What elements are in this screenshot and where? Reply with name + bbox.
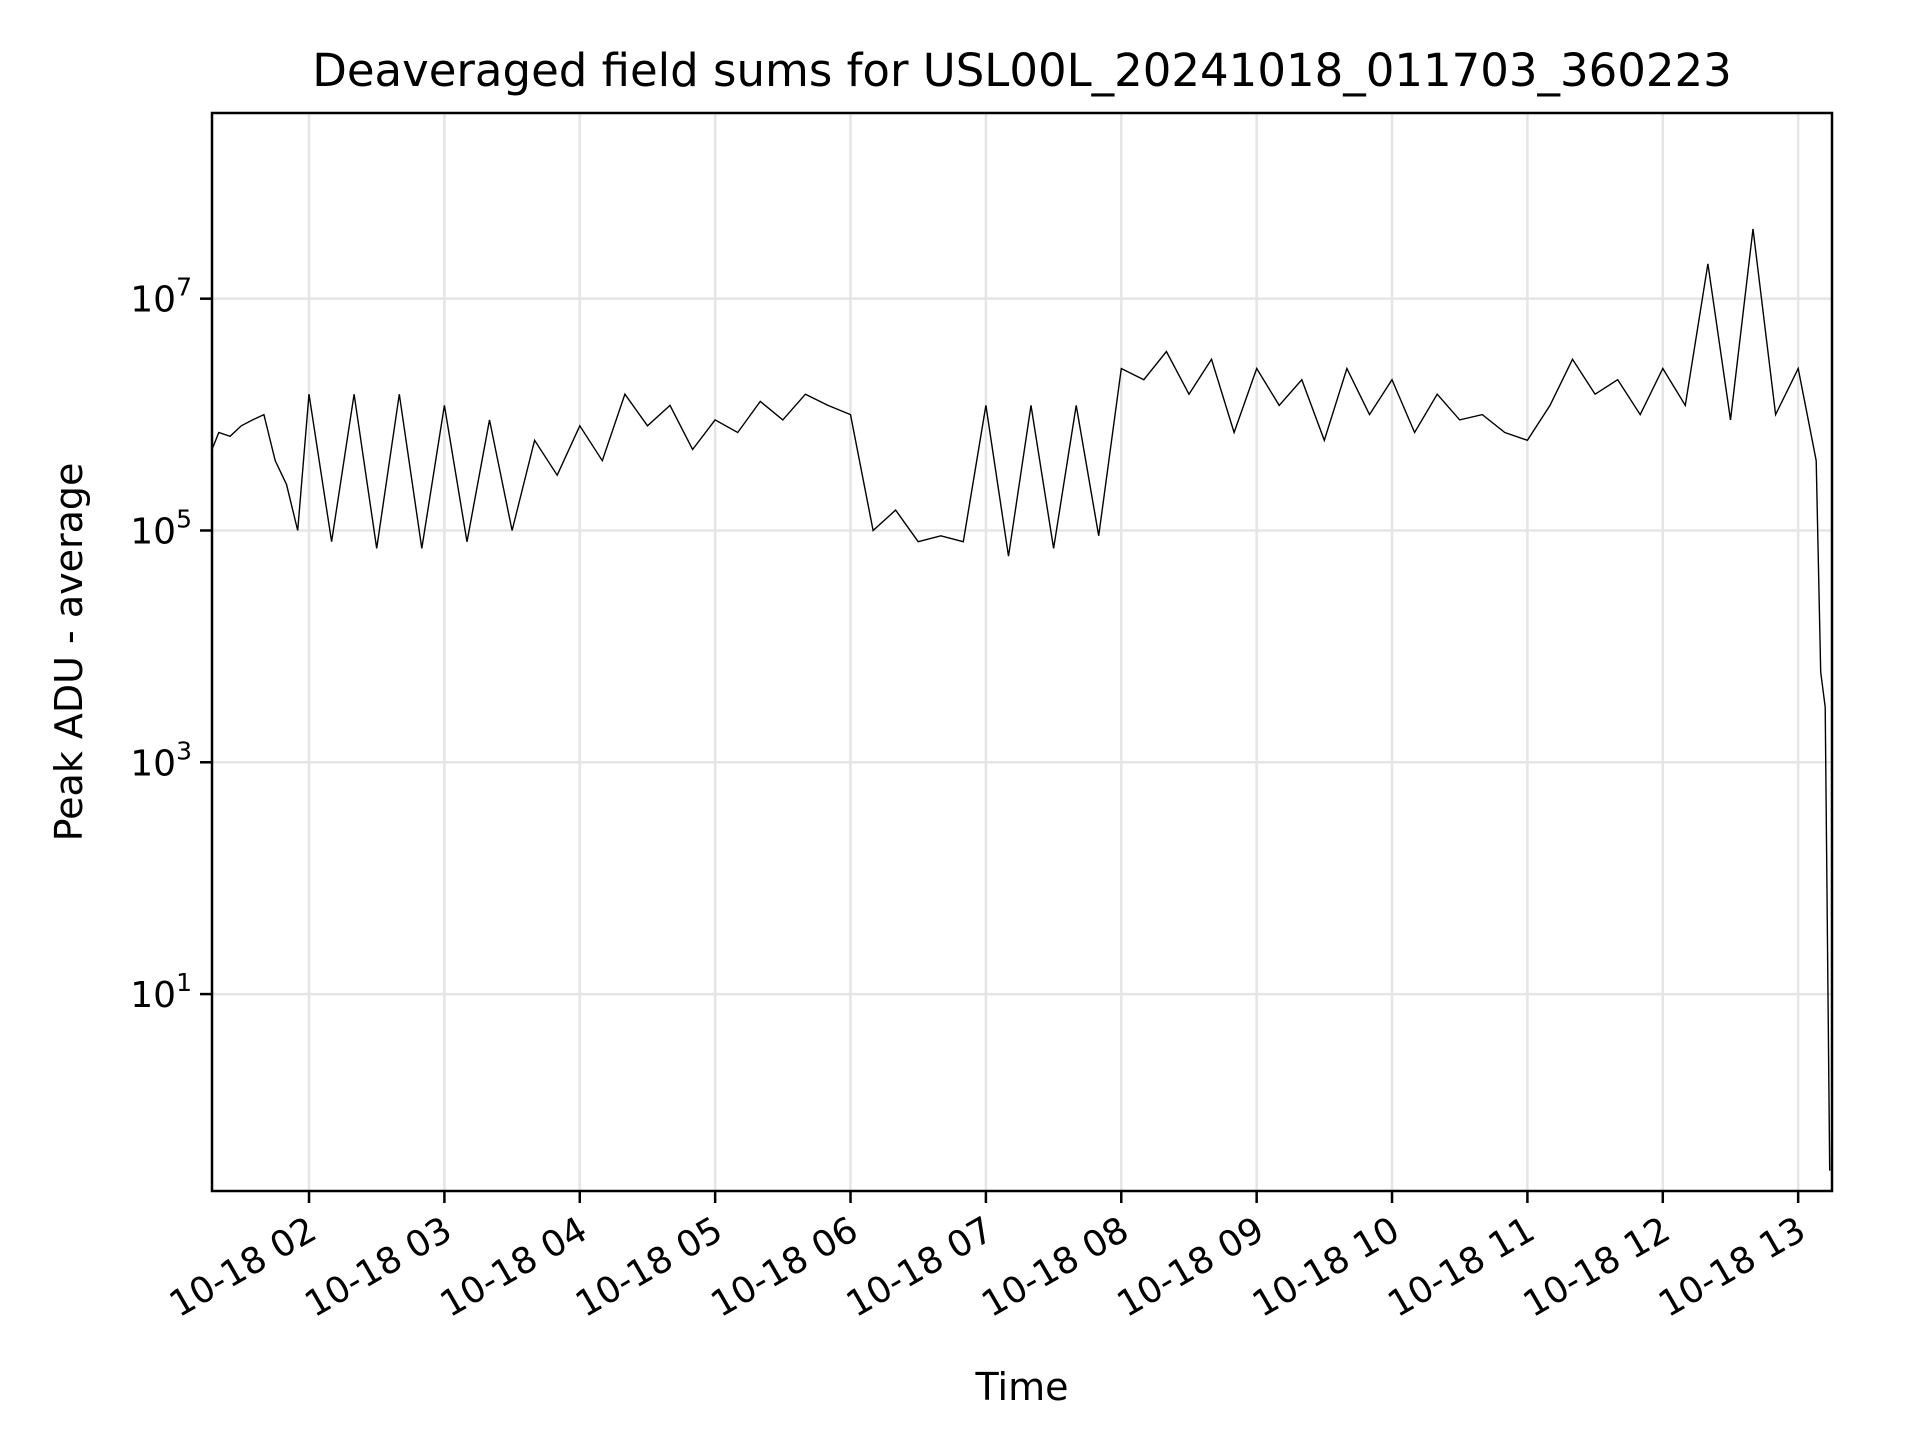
x-tick-label: 10-18 04 (434, 1209, 595, 1325)
x-tick-label: 10-18 05 (569, 1209, 730, 1325)
y-tick-label: 103 (130, 736, 192, 784)
x-tick-label: 10-18 03 (298, 1209, 459, 1325)
y-tick-label: 105 (130, 504, 192, 552)
x-tick-label: 10-18 11 (1381, 1209, 1542, 1325)
x-tick-label: 10-18 07 (840, 1209, 1001, 1325)
x-tick-label: 10-18 10 (1246, 1209, 1407, 1325)
x-tick-label: 10-18 08 (975, 1209, 1136, 1325)
x-tick-label: 10-18 12 (1517, 1209, 1678, 1325)
y-tick-label: 101 (130, 968, 192, 1016)
grid (212, 113, 1832, 1191)
chart-title: Deaveraged field sums for USL00L_2024101… (312, 44, 1732, 97)
x-tick-label: 10-18 02 (163, 1209, 324, 1325)
x-tick-label: 10-18 13 (1652, 1209, 1813, 1325)
x-tick-label: 10-18 06 (704, 1209, 865, 1325)
y-tick-label: 107 (130, 273, 192, 321)
y-axis: 101 103 105 107 (130, 273, 212, 1016)
x-tick-label: 10-18 09 (1110, 1209, 1271, 1325)
plot-frame (210, 111, 1834, 1193)
series-line (211, 228, 1831, 1171)
y-axis-label: Peak ADU - average (47, 463, 91, 842)
x-axis-label: Time (975, 1365, 1069, 1409)
